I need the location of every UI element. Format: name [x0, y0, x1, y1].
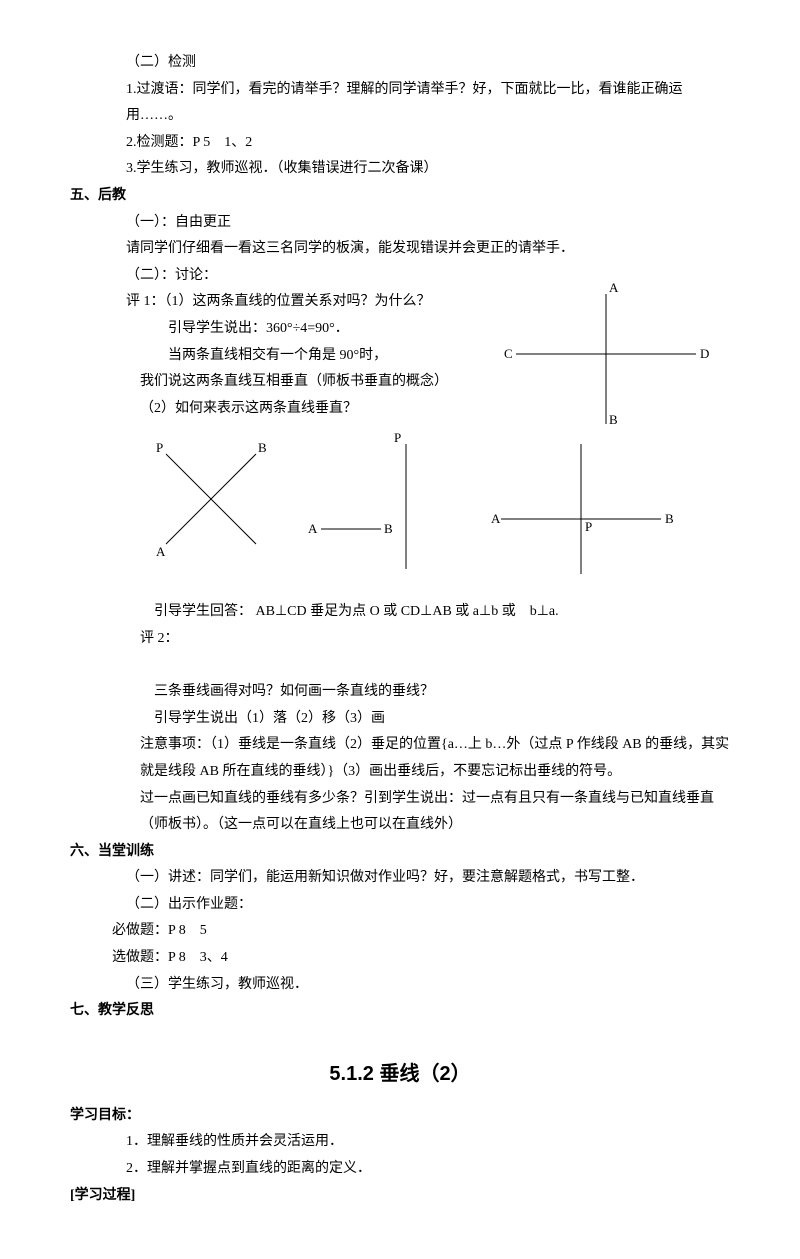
- question-2: （2）如何来表示这两条直线垂直？: [140, 396, 486, 423]
- objectives-heading: 学习目标：: [70, 1103, 730, 1130]
- label-d: D: [700, 346, 709, 361]
- label-b: B: [609, 412, 618, 427]
- process-heading: [学习过程]: [70, 1183, 730, 1210]
- label-b4: B: [665, 511, 674, 526]
- guide-answer: 引导学生回答： AB⊥CD 垂足为点 O 或 CD⊥AB 或 a⊥b 或 b⊥a…: [154, 599, 730, 626]
- guide-360: 引导学生说出：360°÷4=90°．: [168, 316, 486, 343]
- label-a3: A: [308, 521, 318, 536]
- diagram-plus: A P B: [481, 429, 681, 579]
- diagram-x: P B A: [146, 434, 276, 564]
- section-six-heading: 六、当堂训练: [70, 839, 730, 866]
- section-five-heading: 五、后教: [70, 183, 730, 210]
- show-hw: （二）出示作业题：: [126, 892, 730, 919]
- instruction-text: 请同学们仔细看一看这三名同学的板演，能发现错误并会更正的请举手．: [126, 236, 730, 263]
- practice-note: 3.学生练习，教师巡视．（收集错误进行二次备课）: [126, 156, 730, 183]
- section-seven-heading: 七、教学反思: [70, 998, 730, 1025]
- practice-teacher: （三）学生练习，教师巡视．: [126, 972, 730, 999]
- lecture-line: （一）讲述：同学们，能运用新知识做对作业吗？好，要注意解题格式，书写工整．: [126, 865, 730, 892]
- label-p3: P: [394, 430, 401, 445]
- guide-90: 当两条直线相交有一个角是 90°时，: [168, 343, 486, 370]
- through-point: 过一点画已知直线的垂线有多少条？引到学生说出：过一点有且只有一条直线与已知直线垂…: [140, 786, 730, 839]
- notes: 注意事项：（1）垂线是一条直线（2）垂足的位置{a…上 b…外（过点 P 作线段…: [140, 732, 730, 785]
- required-hw: 必做题：P 8 5: [112, 918, 730, 945]
- guide-steps: 引导学生说出（1）落（2）移（3）画: [154, 706, 730, 733]
- objective-1: 1．理解垂线的性质并会灵活运用．: [126, 1129, 730, 1156]
- diagram-area: 评 1：（1）这两条直线的位置关系对吗？为什么？ 引导学生说出：360°÷4=9…: [126, 289, 730, 599]
- objective-2: 2．理解并掌握点到直线的距离的定义．: [126, 1156, 730, 1183]
- diagram-cross: A C D B: [496, 279, 716, 429]
- label-p4: P: [585, 519, 592, 534]
- perpendicular-def: 我们说这两条直线互相垂直（师板书垂直的概念）: [140, 369, 486, 396]
- label-b3: B: [384, 521, 393, 536]
- label-b2: B: [258, 440, 267, 455]
- label-a: A: [609, 280, 619, 295]
- test-items: 2.检测题：P 5 1、2: [126, 130, 730, 157]
- sub-one: （一）：自由更正: [126, 210, 730, 237]
- eval1-line: 评 1：（1）这两条直线的位置关系对吗？为什么？: [126, 289, 486, 316]
- three-perpendicular: 三条垂线画得对吗？如何画一条直线的垂线？: [154, 679, 730, 706]
- eval2: 评 2：: [140, 626, 730, 653]
- label-p2: P: [156, 440, 163, 455]
- transition-text: 1.过渡语：同学们，看完的请举手？理解的同学请举手？好，下面就比一比，看谁能正确…: [126, 77, 730, 130]
- detection-heading: （二）检测: [126, 50, 730, 77]
- label-c: C: [504, 346, 513, 361]
- label-a2: A: [156, 544, 166, 559]
- optional-hw: 选做题：P 8 3、4: [112, 945, 730, 972]
- lesson-title: 5.1.2 垂线（2）: [70, 1055, 730, 1093]
- diagram-vertical-sep: P A B: [306, 429, 456, 579]
- label-a4: A: [491, 511, 501, 526]
